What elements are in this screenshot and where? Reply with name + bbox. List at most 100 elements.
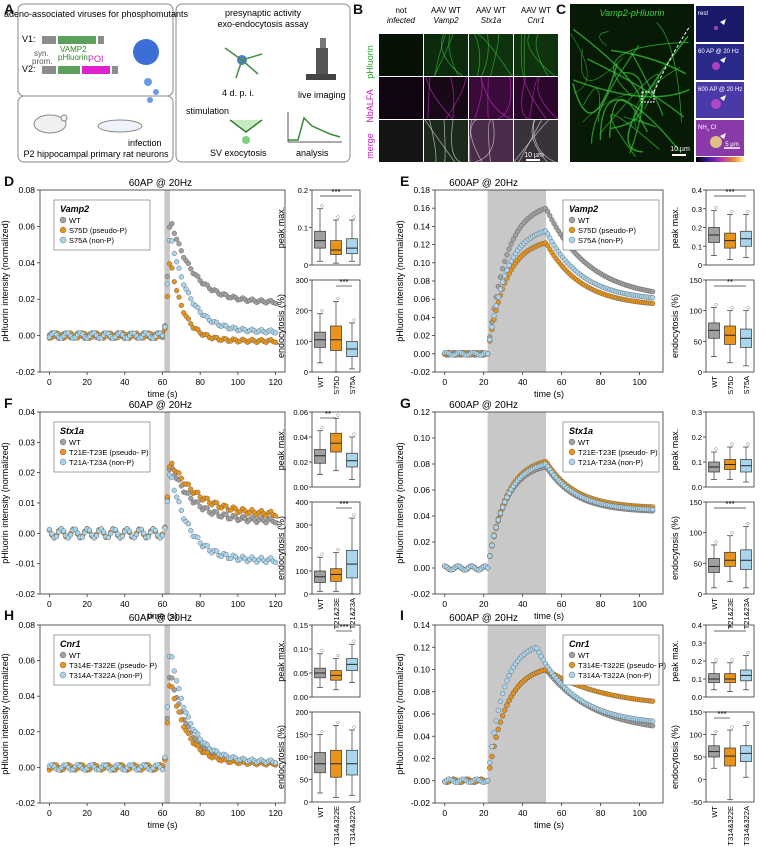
data-point-nonP: [496, 517, 501, 522]
y-tick-label: -0.02: [16, 589, 36, 599]
panel-label-b: B: [353, 1, 363, 17]
outlier: [747, 651, 750, 654]
legend-entry: WT: [578, 438, 590, 447]
y-tick-label: 0.12: [413, 407, 430, 417]
data-point-pseudoP: [205, 496, 210, 501]
outlier: [715, 448, 718, 451]
data-point-nonP: [47, 527, 52, 532]
data-point-WT: [545, 209, 550, 214]
box-category-label: S75A: [742, 376, 751, 394]
c-inset-label-2: 600 AP @ 20 Hz: [698, 87, 742, 93]
box-y-tick-label: 100: [689, 529, 702, 538]
legend-marker-pseudoP: [60, 449, 66, 455]
box-y-tick-label: 0.05: [293, 669, 308, 678]
data-point-nonP: [160, 767, 165, 772]
outlier: [353, 514, 356, 517]
x-tick-label: 0: [47, 599, 52, 609]
outlier: [715, 658, 718, 661]
box-y-tick-label: 100: [689, 731, 702, 740]
legend-gene: Cnr1: [569, 639, 590, 649]
legend-entry: T314E-T322E (pseudo- P): [69, 661, 157, 670]
x-tick-label: 100: [231, 599, 245, 609]
data-point-pseudoP: [490, 754, 495, 759]
x-tick-label: 0: [442, 599, 447, 609]
data-point-pseudoP: [494, 308, 499, 313]
y-tick-label: 0.16: [413, 203, 430, 213]
c-inset-label-rest: Cl: [709, 125, 716, 131]
data-point-pseudoP: [487, 766, 492, 771]
data-point-pseudoP: [170, 685, 175, 690]
row-label-merge: merge: [365, 133, 375, 159]
x-tick-label: 0: [47, 808, 52, 818]
legend-marker-nonP: [569, 459, 575, 465]
legend-entry: S75A (non-P): [578, 236, 624, 245]
data-point-pseudoP: [195, 490, 200, 495]
outlier: [337, 721, 340, 724]
panel-a: A adeno-associated viruses for phosphomu…: [4, 1, 350, 162]
outlier: [731, 210, 734, 213]
outlier: [731, 531, 734, 534]
y-tick-label: 0.02: [413, 754, 430, 764]
data-point-nonP: [188, 296, 193, 301]
prom-label: prom.: [32, 57, 52, 66]
x-tick-label: 40: [518, 808, 528, 818]
b-col-header-sub-1: Vamp2: [433, 16, 459, 25]
outlier: [715, 730, 718, 733]
box-y-tick-label: 0: [698, 590, 702, 599]
v1-label: V1:: [22, 34, 36, 44]
outlier: [321, 426, 324, 429]
box-y-label: endocytosis (%): [670, 516, 680, 580]
box-category-label: T314&322E: [332, 806, 341, 846]
box-y-tick-label: 0: [698, 368, 702, 377]
data-point-nonP: [205, 543, 210, 548]
x-tick-label: 40: [120, 377, 130, 387]
legend-marker-WT: [60, 652, 66, 658]
analysis-label: analysis: [296, 148, 329, 158]
data-point-nonP: [179, 274, 184, 279]
data-point-WT: [498, 275, 503, 280]
box-y-tick-label: 200: [295, 307, 308, 316]
box-y-tick-label: 150: [295, 731, 308, 740]
box-category-label: T21&23A: [348, 598, 357, 629]
data-point-pseudoP: [505, 703, 510, 708]
data-point-nonP: [500, 691, 505, 696]
data-point-nonP: [162, 325, 167, 330]
legend-entry: WT: [578, 651, 590, 660]
y-tick-label: 0.04: [413, 312, 430, 322]
x-tick-label: 120: [268, 808, 282, 818]
b-scale-label: 10 µm: [524, 152, 544, 159]
x-tick-label: 120: [268, 377, 282, 387]
stimulation-band: [164, 625, 170, 803]
x-axis-label: time (s): [534, 611, 564, 621]
v2-construct: [42, 66, 118, 74]
data-point-nonP: [507, 263, 512, 268]
y-tick-label: 0.08: [413, 459, 430, 469]
data-point-nonP: [172, 488, 177, 493]
x-tick-label: 20: [82, 808, 92, 818]
data-point-nonP: [500, 505, 505, 510]
box-y-tick-label: 50: [694, 337, 702, 346]
data-point-nonP: [496, 295, 501, 300]
significance-label: ***: [331, 188, 340, 197]
data-point-nonP: [170, 655, 175, 660]
y-tick-label: 0.00: [413, 349, 430, 359]
y-axis-label: pHluorin intensity (normalized): [0, 653, 10, 775]
significance-label: *: [728, 623, 731, 632]
panel-label-g: G: [400, 395, 411, 411]
data-point-nonP: [177, 499, 182, 504]
colorbar: [696, 157, 744, 162]
outlier: [353, 726, 356, 729]
y-tick-label: 0.02: [413, 537, 430, 547]
x-tick-label: 60: [158, 599, 168, 609]
significance-label: ***: [339, 500, 348, 509]
data-point-WT: [188, 496, 193, 501]
y-tick-label: 0.00: [18, 331, 35, 341]
outlier: [353, 433, 356, 436]
data-point-nonP: [181, 705, 186, 710]
live-imaging-label: live imaging: [298, 90, 346, 100]
legend-gene: Vamp2: [60, 204, 89, 214]
y-tick-label: 0.02: [18, 468, 35, 478]
